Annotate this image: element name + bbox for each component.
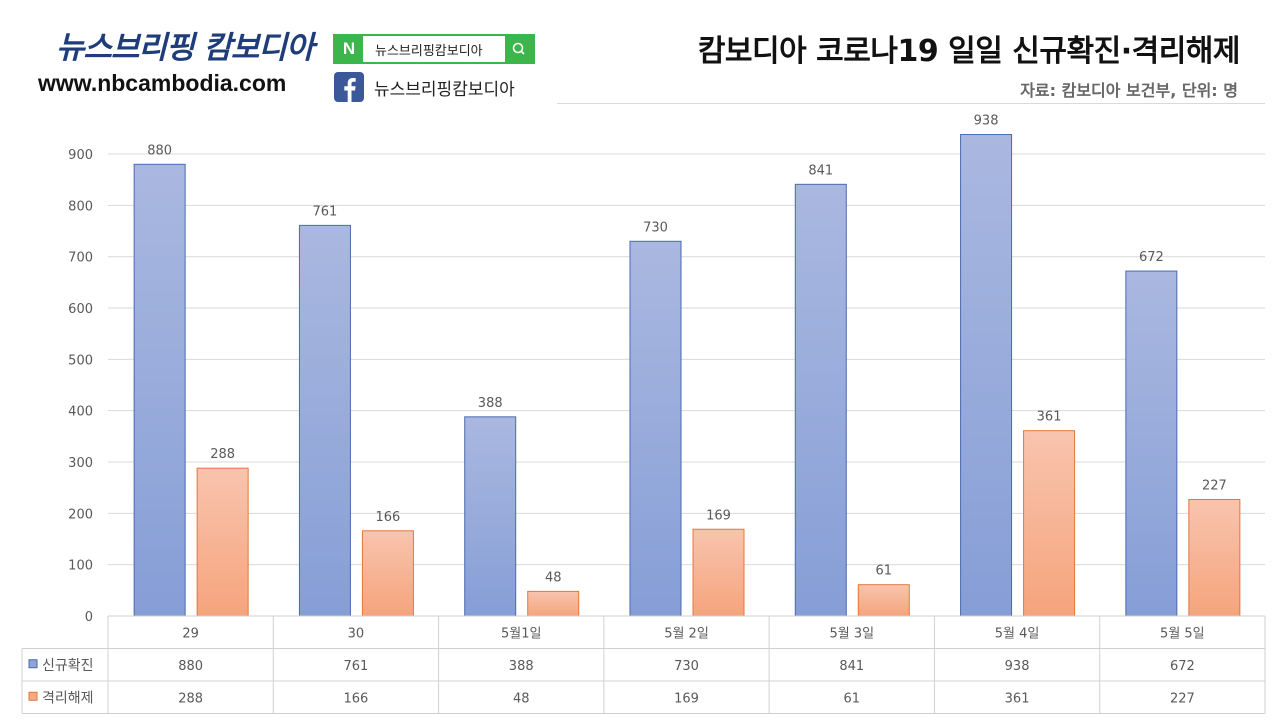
legend-swatch <box>28 659 38 669</box>
data-label: 166 <box>376 510 401 525</box>
x-tick-label: 5월 3일 <box>829 626 874 641</box>
table-cell: 388 <box>509 659 534 674</box>
table-cell: 48 <box>513 691 530 706</box>
legend-swatch <box>28 691 38 701</box>
brand-title: 뉴스브리핑 캄보디아 <box>56 30 314 66</box>
table-cell: 169 <box>674 691 699 706</box>
bar-released <box>527 590 580 617</box>
x-tick-label: 5월 2일 <box>664 626 709 641</box>
y-tick-label: 300 <box>68 456 93 471</box>
y-tick-label: 900 <box>68 148 93 163</box>
search-icon[interactable] <box>505 36 533 62</box>
bar-confirmed <box>298 224 351 617</box>
y-tick-label: 0 <box>85 610 93 625</box>
x-tick-label: 5월 4일 <box>995 626 1040 641</box>
x-tick-label: 30 <box>348 626 365 641</box>
table-cell: 938 <box>1005 659 1030 674</box>
bar-released <box>196 467 249 617</box>
x-tick-label: 29 <box>182 626 199 641</box>
naver-search-text: 뉴스브리핑캄보디아 <box>375 44 483 59</box>
table-cell: 166 <box>344 691 369 706</box>
data-label: 388 <box>478 396 503 411</box>
data-label: 761 <box>313 204 338 219</box>
y-tick-label: 100 <box>68 559 93 574</box>
bar-confirmed <box>794 183 847 617</box>
data-label: 672 <box>1139 250 1164 265</box>
bar-confirmed <box>133 163 186 617</box>
data-label: 938 <box>974 114 999 129</box>
bar-confirmed <box>960 134 1013 617</box>
y-tick-label: 200 <box>68 507 93 522</box>
table-cell: 841 <box>839 659 864 674</box>
y-tick-label: 400 <box>68 405 93 420</box>
y-tick-label: 500 <box>68 353 93 368</box>
legend-label: 신규확진 <box>42 658 94 674</box>
y-tick-label: 700 <box>68 251 93 266</box>
bar-confirmed <box>464 416 517 617</box>
brand-url[interactable]: www.nbcambodia.com <box>38 70 287 96</box>
x-tick-label: 5월1일 <box>501 626 541 641</box>
x-tick-label: 5월 5일 <box>1160 626 1205 641</box>
bar-released <box>1023 430 1076 617</box>
table-cell: 361 <box>1005 691 1030 706</box>
table-cell: 227 <box>1170 691 1195 706</box>
naver-logo-icon: N <box>335 36 363 62</box>
y-tick-label: 800 <box>68 199 93 214</box>
data-label: 288 <box>210 447 235 462</box>
chart-subtitle: 자료: 캄보디아 보건부, 단위: 명 <box>1020 81 1238 100</box>
data-label: 730 <box>643 220 668 235</box>
data-label: 361 <box>1037 410 1062 425</box>
data-label: 880 <box>147 143 172 158</box>
facebook-page-label[interactable]: 뉴스브리핑캄보디아 <box>374 80 515 100</box>
data-label: 61 <box>876 564 893 579</box>
y-tick-label: 600 <box>68 302 93 317</box>
bar-released <box>361 530 414 617</box>
naver-search-box[interactable]: N 뉴스브리핑캄보디아 <box>333 34 535 64</box>
bar-released <box>1188 498 1241 617</box>
data-label: 48 <box>545 570 562 585</box>
data-label: 841 <box>808 163 833 178</box>
table-cell: 288 <box>178 691 203 706</box>
bar-released <box>857 584 910 617</box>
data-label: 227 <box>1202 478 1227 493</box>
table-cell: 61 <box>844 691 861 706</box>
chart-title: 캄보디아 코로나19 일일 신규확진·격리해제 <box>697 34 1241 69</box>
facebook-icon[interactable] <box>334 72 364 102</box>
table-cell: 672 <box>1170 659 1195 674</box>
table-cell: 730 <box>674 659 699 674</box>
table-cell: 880 <box>178 659 203 674</box>
bar-released <box>692 528 745 617</box>
bar-confirmed <box>629 240 682 617</box>
data-label: 169 <box>706 508 731 523</box>
table-cell: 761 <box>344 659 369 674</box>
bar-confirmed <box>1125 270 1178 617</box>
legend-label: 격리해제 <box>42 690 94 706</box>
title-divider <box>557 103 1265 104</box>
